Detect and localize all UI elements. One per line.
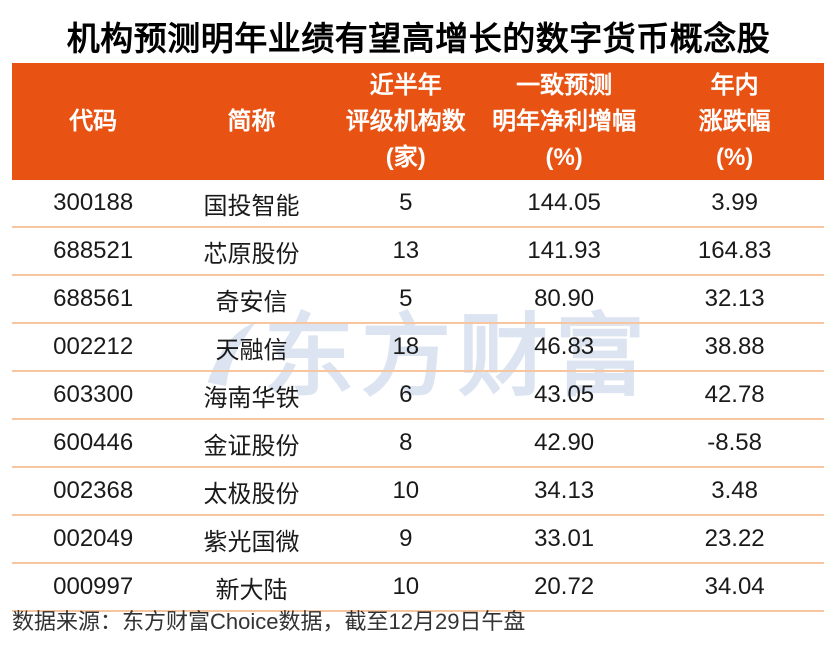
data-source-note: 数据来源：东方财富Choice数据，截至12月29日午盘 <box>12 609 526 634</box>
stock-table: 代码 简称 近半年 评级机构数 (家) 一致预测 明年净利增幅 (%) 年内 涨… <box>12 63 824 612</box>
cell-profit-growth: 144.05 <box>527 189 601 216</box>
cell-code: 002212 <box>53 333 134 360</box>
cell-code: 600446 <box>53 429 134 456</box>
table-row: 688521 芯原股份 13 141.93 164.83 <box>12 228 824 276</box>
table-header-row: 代码 简称 近半年 评级机构数 (家) 一致预测 明年净利增幅 (%) 年内 涨… <box>12 63 824 180</box>
cell-rating-count: 5 <box>399 285 413 312</box>
cell-code: 688561 <box>53 285 134 312</box>
cell-code: 603300 <box>53 381 134 408</box>
table-row: 000997 新大陆 10 20.72 34.04 <box>12 564 824 612</box>
cell-ytd-change: 3.99 <box>711 189 758 216</box>
column-header-line: 涨跌幅 <box>698 107 771 135</box>
cell-code: 000997 <box>53 573 134 600</box>
table-row: 688561 奇安信 5 80.90 32.13 <box>12 276 824 324</box>
column-header-rating-count: 近半年 评级机构数 (家) <box>329 63 483 180</box>
table-row: 002049 紫光国微 9 33.01 23.22 <box>12 516 824 564</box>
cell-rating-count: 10 <box>392 573 420 600</box>
cell-name: 紫光国微 <box>203 528 300 556</box>
cell-profit-growth: 43.05 <box>534 381 595 408</box>
cell-name: 金证股份 <box>203 432 300 460</box>
column-header-line: (%) <box>545 143 583 171</box>
column-header-line: 近半年 <box>369 71 442 99</box>
cell-profit-growth: 33.01 <box>534 525 595 552</box>
column-header-line: 明年净利增幅 <box>492 107 637 135</box>
column-header-line: 简称 <box>227 107 276 135</box>
column-header-line: 一致预测 <box>516 71 613 99</box>
page-title: 机构预测明年业绩有望高增长的数字货币概念股 <box>66 20 771 57</box>
cell-rating-count: 8 <box>399 429 413 456</box>
cell-name: 国投智能 <box>203 192 300 220</box>
cell-ytd-change: 164.83 <box>697 237 772 264</box>
cell-ytd-change: 3.48 <box>711 477 758 504</box>
column-header-code: 代码 <box>12 63 174 180</box>
column-header-name: 简称 <box>174 63 328 180</box>
cell-name: 新大陆 <box>215 576 288 604</box>
column-header-line: 代码 <box>69 107 118 135</box>
table-row: 300188 国投智能 5 144.05 3.99 <box>12 180 824 228</box>
cell-name: 海南华铁 <box>203 384 300 412</box>
cell-code: 002368 <box>53 477 134 504</box>
column-header-line: 年内 <box>710 71 759 99</box>
cell-name: 太极股份 <box>203 480 300 508</box>
cell-code: 688521 <box>53 237 134 264</box>
cell-code: 300188 <box>53 189 134 216</box>
table-row: 002368 太极股份 10 34.13 3.48 <box>12 468 824 516</box>
column-header-ytd-change: 年内 涨跌幅 (%) <box>645 63 824 180</box>
column-header-line: (%) <box>715 143 754 171</box>
cell-profit-growth: 141.93 <box>527 237 601 264</box>
cell-rating-count: 18 <box>392 333 420 360</box>
cell-rating-count: 9 <box>399 525 413 552</box>
table-row: 603300 海南华铁 6 43.05 42.78 <box>12 372 824 420</box>
cell-name: 芯原股份 <box>203 240 300 268</box>
cell-profit-growth: 80.90 <box>534 285 595 312</box>
cell-rating-count: 13 <box>392 237 420 264</box>
cell-profit-growth: 20.72 <box>534 573 595 600</box>
cell-name: 奇安信 <box>215 288 288 316</box>
cell-profit-growth: 42.90 <box>534 429 595 456</box>
cell-ytd-change: 42.78 <box>704 381 765 408</box>
column-header-line: (家) <box>385 143 426 171</box>
cell-rating-count: 10 <box>392 477 420 504</box>
table-row: 600446 金证股份 8 42.90 -8.58 <box>12 420 824 468</box>
cell-code: 002049 <box>53 525 134 552</box>
column-header-profit-growth: 一致预测 明年净利增幅 (%) <box>483 63 645 180</box>
cell-ytd-change: 38.88 <box>704 333 765 360</box>
cell-profit-growth: 46.83 <box>534 333 595 360</box>
table-row: 002212 天融信 18 46.83 38.88 <box>12 324 824 372</box>
column-header-line: 评级机构数 <box>345 107 466 135</box>
cell-rating-count: 6 <box>399 381 413 408</box>
cell-profit-growth: 34.13 <box>534 477 595 504</box>
cell-rating-count: 5 <box>399 189 413 216</box>
cell-ytd-change: 32.13 <box>704 285 765 312</box>
cell-name: 天融信 <box>215 336 288 364</box>
cell-ytd-change: 34.04 <box>704 573 765 600</box>
cell-ytd-change: -8.58 <box>707 429 762 456</box>
cell-ytd-change: 23.22 <box>704 525 765 552</box>
